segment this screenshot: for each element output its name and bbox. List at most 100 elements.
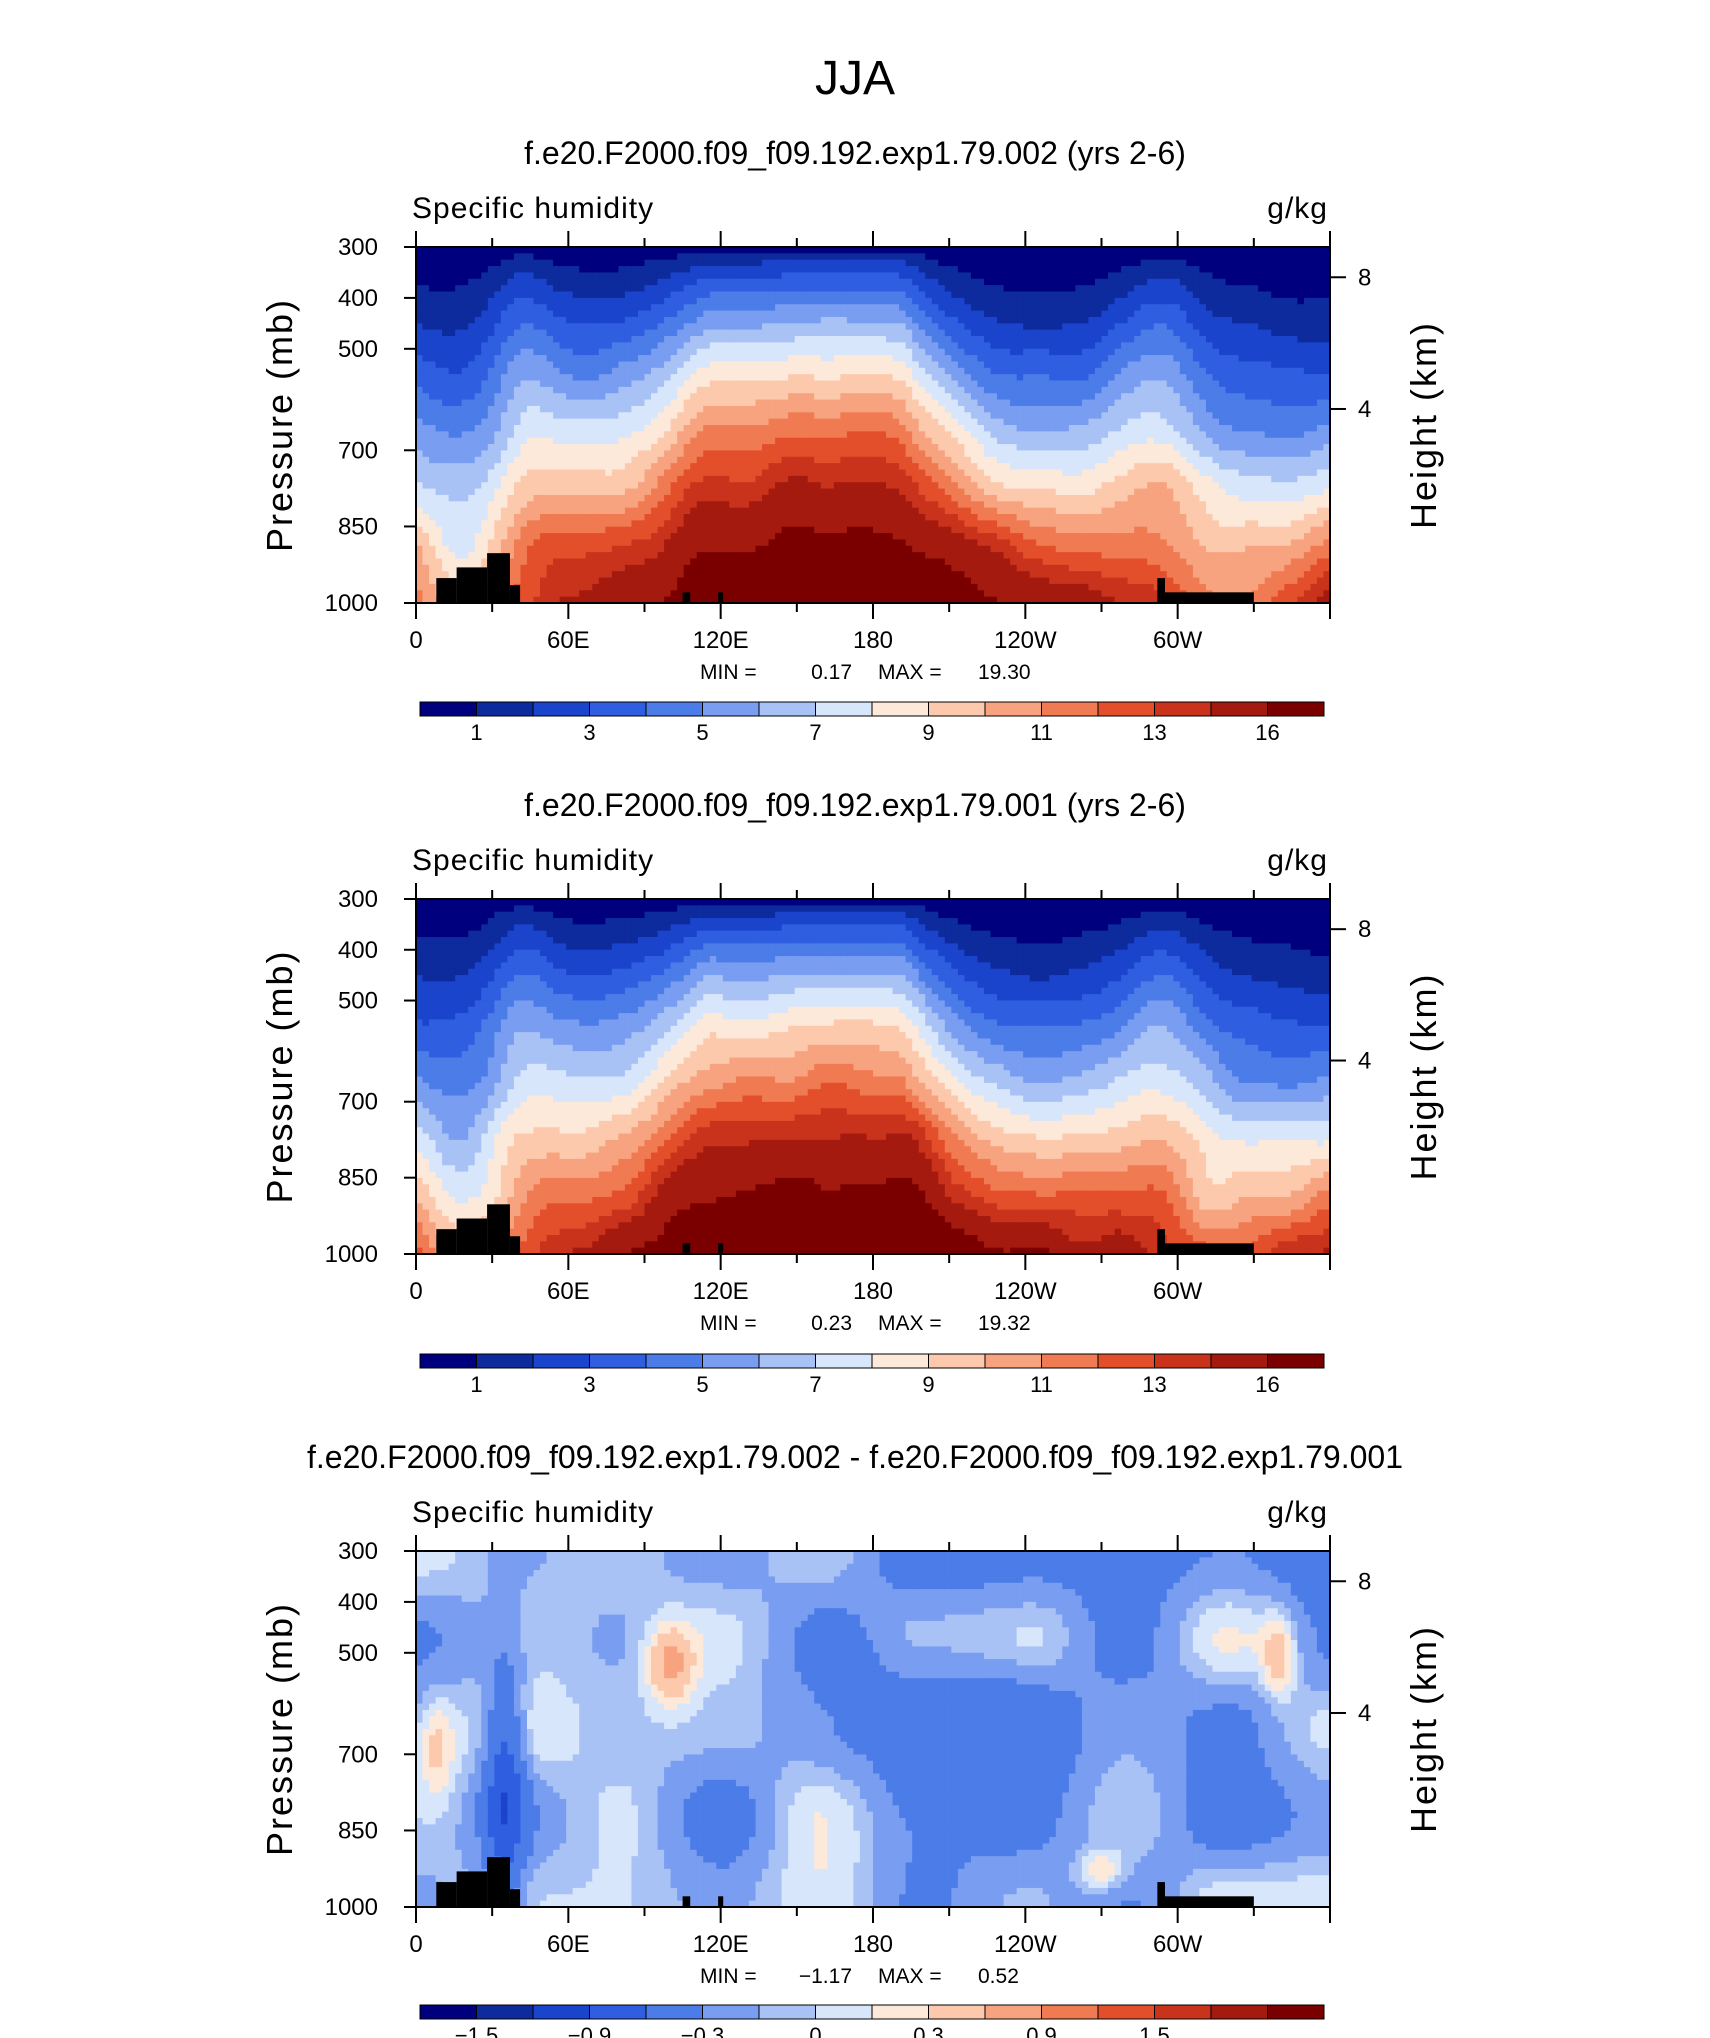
contour-cell — [429, 374, 436, 381]
contour-cell — [579, 463, 586, 470]
contour-cell — [468, 501, 475, 508]
contour-cell — [801, 501, 808, 508]
contour-cell — [540, 431, 547, 438]
contour-cell — [827, 578, 834, 585]
contour-cell — [651, 590, 658, 597]
contour-cell — [873, 450, 880, 457]
contour-cell — [932, 330, 939, 337]
contour-cell — [710, 482, 717, 489]
contour-cell — [573, 431, 580, 438]
contour-cell — [749, 539, 756, 546]
contour-cell — [481, 317, 488, 324]
contour-cell — [527, 457, 534, 464]
contour-cell — [605, 482, 612, 489]
contour-cell — [912, 400, 919, 407]
contour-cell — [449, 266, 456, 273]
contour-cell — [951, 527, 958, 534]
contour-cell — [769, 361, 776, 368]
contour-cell — [821, 330, 828, 337]
contour-cell — [449, 546, 456, 553]
contour-cell — [938, 253, 945, 260]
contour-cell — [455, 406, 462, 413]
contour-cell — [455, 393, 462, 400]
contour-cell — [991, 253, 998, 260]
contour-cell — [866, 361, 873, 368]
contour-cell — [808, 412, 815, 419]
contour-cell — [566, 438, 573, 445]
contour-cell — [991, 412, 998, 419]
contour-cell — [880, 285, 887, 292]
contour-cell — [755, 431, 762, 438]
contour-cell — [729, 444, 736, 451]
contour-cell — [925, 361, 932, 368]
contour-cell — [932, 463, 939, 470]
contour-cell — [599, 387, 606, 394]
contour-cell — [684, 508, 691, 515]
contour-cell — [475, 361, 482, 368]
contour-cell — [729, 260, 736, 267]
contour-cell — [416, 361, 423, 368]
contour-cell — [880, 355, 887, 362]
contour-cell — [507, 247, 514, 254]
contour-cell — [553, 520, 560, 527]
contour-cell — [494, 311, 501, 318]
contour-cell — [991, 400, 998, 407]
contour-cell — [527, 514, 534, 521]
contour-cell — [462, 272, 469, 279]
contour-cell — [762, 457, 769, 464]
contour-cell — [442, 463, 449, 470]
contour-cell — [847, 584, 854, 591]
contour-cell — [507, 444, 514, 451]
contour-cell — [501, 285, 508, 292]
contour-cell — [932, 298, 939, 305]
contour-cell — [762, 489, 769, 496]
contour-cell — [664, 266, 671, 273]
contour-cell — [762, 279, 769, 286]
contour-cell — [847, 355, 854, 362]
contour-cell — [684, 546, 691, 553]
contour-cell — [573, 520, 580, 527]
contour-cell — [951, 578, 958, 585]
contour-cell — [442, 330, 449, 337]
contour-cell — [755, 514, 762, 521]
contour-cell — [919, 476, 926, 483]
contour-cell — [801, 539, 808, 546]
contour-cell — [449, 559, 456, 566]
contour-cell — [501, 444, 508, 451]
contour-cell — [977, 578, 984, 585]
contour-cell — [697, 539, 704, 546]
contour-cell — [958, 266, 965, 273]
contour-cell — [710, 527, 717, 534]
contour-cell — [645, 425, 652, 432]
contour-cell — [651, 292, 658, 299]
contour-cell — [840, 381, 847, 388]
contour-cell — [697, 260, 704, 267]
contour-cell — [853, 317, 860, 324]
contour-cell — [801, 330, 808, 337]
contour-cell — [853, 374, 860, 381]
contour-cell — [977, 304, 984, 311]
contour-cell — [592, 552, 599, 559]
contour-cell — [560, 590, 567, 597]
contour-cell — [893, 311, 900, 318]
contour-cell — [618, 355, 625, 362]
contour-cell — [964, 342, 971, 349]
contour-cell — [481, 387, 488, 394]
contour-cell — [547, 292, 554, 299]
contour-cell — [710, 578, 717, 585]
contour-cell — [958, 317, 965, 324]
contour-cell — [573, 285, 580, 292]
contour-cell — [945, 571, 952, 578]
contour-cell — [429, 368, 436, 375]
contour-cell — [658, 508, 665, 515]
contour-cell — [468, 349, 475, 356]
contour-cell — [540, 590, 547, 597]
contour-cell — [429, 533, 436, 540]
contour-cell — [553, 285, 560, 292]
contour-cell — [991, 444, 998, 451]
contour-cell — [579, 533, 586, 540]
contour-cell — [749, 590, 756, 597]
contour-cell — [527, 285, 534, 292]
contour-cell — [977, 501, 984, 508]
contour-cell — [625, 349, 632, 356]
